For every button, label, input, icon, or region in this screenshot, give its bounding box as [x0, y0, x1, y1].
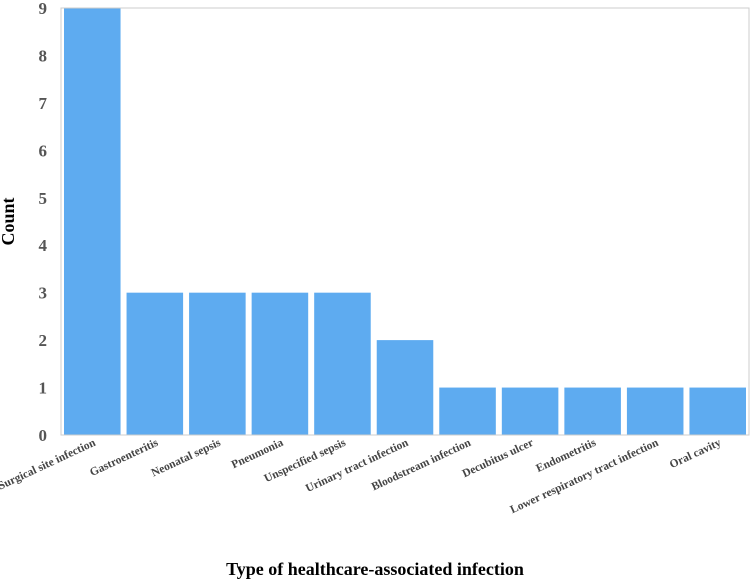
x-axis-title: Type of healthcare-associated infection [226, 559, 524, 579]
x-tick-label: Urinary tract infection [304, 437, 411, 495]
bar-gastroenteritis [126, 292, 184, 435]
bar-oral-cavity [689, 387, 746, 435]
bar-surgical-site-infection [64, 8, 121, 435]
y-tick-label: 3 [39, 284, 48, 303]
x-tick-label: Surgical site infection [0, 437, 98, 493]
bar-bloodstream-infection [439, 387, 496, 435]
bar-urinary-tract-infection [376, 340, 434, 435]
y-tick-label: 7 [39, 94, 48, 113]
y-tick-label: 5 [39, 189, 48, 208]
x-axis-category-labels: Surgical site infectionGastroenteritisNe… [0, 437, 723, 517]
bars-layer [64, 8, 746, 435]
bar-decubitus-ulcer [501, 387, 559, 435]
bar-endometritis [564, 387, 621, 435]
y-tick-label: 8 [39, 46, 48, 65]
y-axis-ticks: 0 1 2 3 4 5 6 7 8 9 [39, 0, 48, 445]
y-tick-label: 4 [39, 236, 48, 255]
plot-frame [60, 7, 750, 436]
y-tick-label: 6 [39, 141, 48, 160]
bar-neonatal-sepsis [189, 292, 246, 435]
bar-unspecified-sepsis [314, 292, 371, 435]
y-tick-label: 9 [39, 0, 48, 18]
y-tick-label: 0 [39, 426, 48, 445]
y-tick-label: 1 [39, 379, 48, 398]
x-tick-label: Pneumonia [230, 437, 286, 471]
bar-lower-respiratory-tract-infection [626, 387, 684, 435]
x-tick-label: Oral cavity [668, 437, 723, 471]
y-tick-label: 2 [39, 331, 48, 350]
x-tick-label: Decubitus ulcer [461, 437, 536, 480]
x-tick-label: Gastroenteritis [88, 437, 161, 479]
x-tick-label: Neonatal sepsis [150, 437, 224, 480]
y-axis-title: Count [0, 197, 18, 245]
bar-pneumonia [251, 292, 309, 435]
